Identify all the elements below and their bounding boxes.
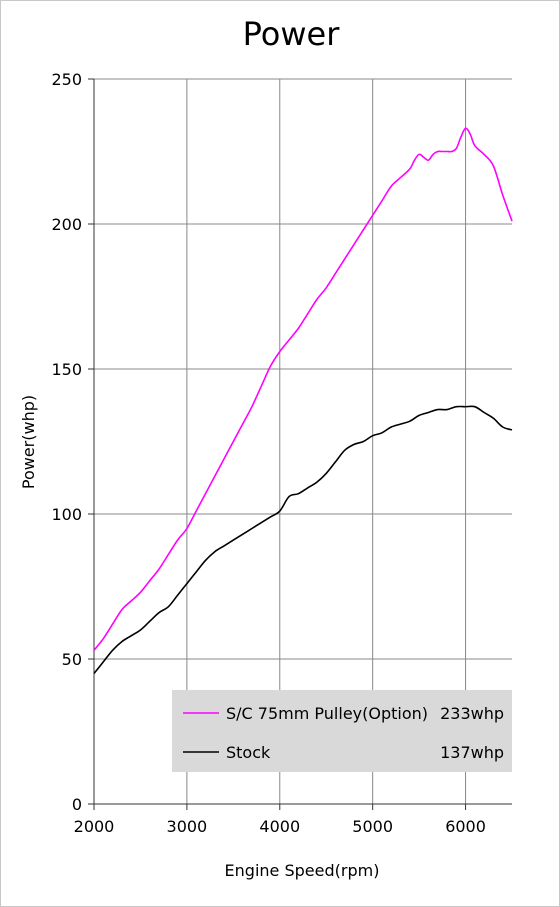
y-axis-label: Power(whp) [19,395,38,489]
series-line-sc-pulley [93,127,513,651]
axis-layer: 0 50 100 150 200 250 2000 3000 4000 5000 6000 [51,70,512,836]
y-tick-label: 150 [51,360,82,379]
x-tick-label: 6000 [445,817,486,836]
x-axis-label: Engine Speed(rpm) [225,861,380,880]
x-tick-label: 4000 [259,817,300,836]
chart-title: Power [243,15,341,53]
y-tick-label: 50 [62,650,82,669]
legend-value-sc-pulley: 233whp [440,704,504,723]
y-tick-label: 100 [51,505,82,524]
x-tick-label: 2000 [74,817,115,836]
x-tick-label: 5000 [352,817,393,836]
series-layer [93,127,513,675]
y-tick-label: 200 [51,215,82,234]
y-tick-label: 250 [51,70,82,89]
legend-label-stock: Stock [226,743,271,762]
grid-layer [94,78,512,804]
legend-label-sc-pulley: S/C 75mm Pulley(Option) [226,704,428,723]
series-line-stock [93,405,513,675]
x-tick-label: 3000 [167,817,208,836]
y-tick-label: 0 [72,795,82,814]
legend-background [172,690,512,772]
legend-value-stock: 137whp [440,743,504,762]
legend: S/C 75mm Pulley(Option) 233whp Stock 137… [172,690,512,772]
